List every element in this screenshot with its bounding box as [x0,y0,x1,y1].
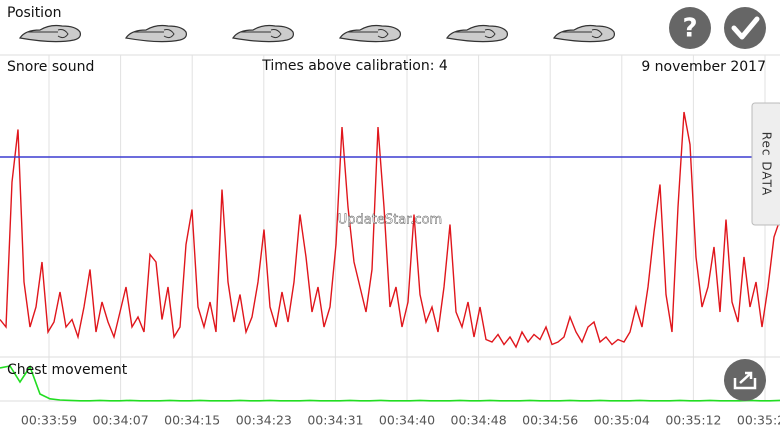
share-icon[interactable] [733,371,757,390]
position-label: Position [7,5,62,21]
time-label: 00:34:15 [164,413,220,428]
time-label: 00:34:07 [93,413,149,428]
sleep-icon-detail [562,29,603,39]
data-line [0,365,780,402]
sleep-icon [232,24,294,43]
confirm-button[interactable] [724,7,766,49]
sleep-icon-detail [134,29,175,39]
rec-data-tab[interactable] [751,102,780,226]
snore-label: Snore sound [7,59,94,75]
time-label: 00:34:40 [379,413,435,428]
chest-label: Chest movement [7,362,128,378]
time-label: 00:34:48 [451,413,507,428]
position-icons [19,24,615,43]
sleep-icon [125,24,187,43]
sleep-icon [553,24,615,43]
rec-data-label[interactable]: Rec DATA [760,132,774,197]
help-button-label[interactable]: ? [682,14,697,44]
sleep-icon [339,24,401,43]
sleep-icon-detail [348,29,389,39]
calibration-count: Times above calibration: 4 [261,58,448,74]
time-label: 00:34:56 [522,413,578,428]
check-icon[interactable] [731,16,760,40]
sleep-icon [446,24,508,43]
watermark: UpdateStar.com [338,213,442,228]
sleep-icon-detail [241,29,282,39]
sleep-icon [19,24,81,43]
time-label: 00:34:31 [307,413,363,428]
sleep-icon-detail [455,29,496,39]
help-button[interactable] [669,7,711,49]
date: 9 november 2017 [641,59,766,75]
time-label: 00:35:12 [665,413,721,428]
time-label: 00:33:59 [21,413,77,428]
time-label: 00:35:20 [737,413,780,428]
time-label: 00:35:04 [594,413,650,428]
grid [48,55,766,401]
time-label: 00:34:23 [236,413,292,428]
plot [0,111,780,402]
data-line [0,111,780,349]
sleep-icon-detail [28,29,69,39]
